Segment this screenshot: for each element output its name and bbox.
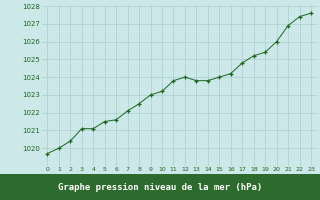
Text: Graphe pression niveau de la mer (hPa): Graphe pression niveau de la mer (hPa)	[58, 182, 262, 192]
